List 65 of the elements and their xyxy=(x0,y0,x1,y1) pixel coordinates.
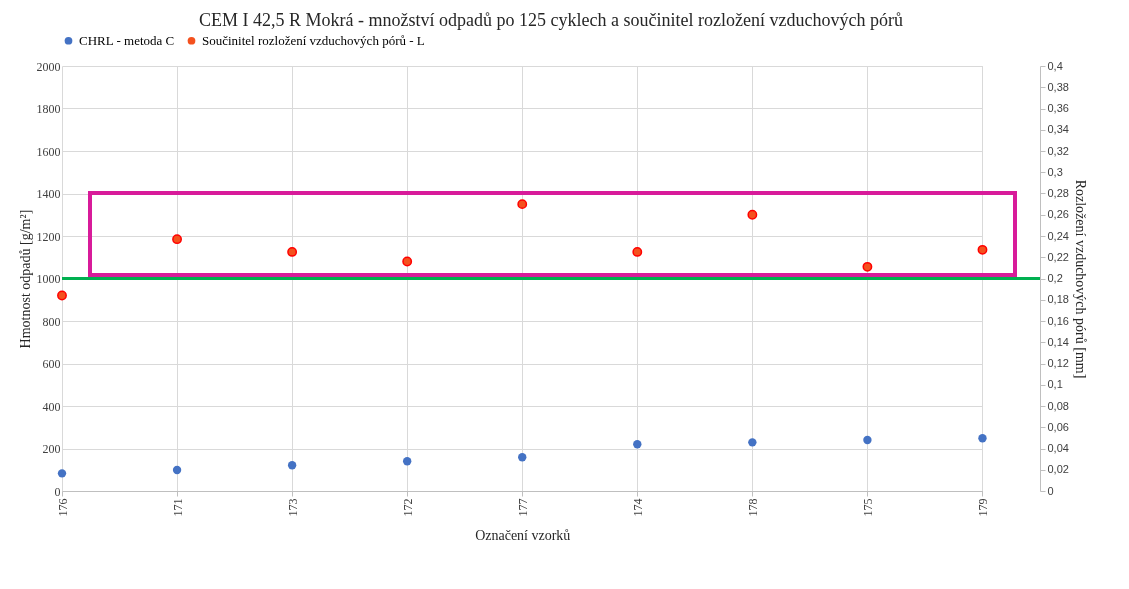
point xyxy=(977,244,988,255)
y2-tick-label: 0,34 xyxy=(1047,123,1069,136)
x-tick-label: 173 xyxy=(285,498,300,517)
point xyxy=(747,209,758,220)
y2-tick-label: 0,3 xyxy=(1047,165,1063,178)
y2-tick-label: 0,22 xyxy=(1047,250,1069,263)
y2-tick-label: 0,4 xyxy=(1047,59,1063,72)
y2-tick-label: 0,14 xyxy=(1047,335,1069,348)
legend-label: Součinitel rozložení vzduchových pórů - L xyxy=(202,32,425,48)
x-tick-label: 171 xyxy=(170,498,185,517)
y2-tick-label: 0,06 xyxy=(1047,420,1069,433)
y2-tick-label: 0,18 xyxy=(1047,293,1069,306)
point xyxy=(402,256,413,267)
point xyxy=(748,438,757,447)
y-tick-label: 0 xyxy=(54,484,61,499)
y-tick-label: 400 xyxy=(42,399,61,414)
y-axis-title: Hmotnost odpadů [g/m²] xyxy=(17,209,33,349)
y2-tick-label: 0,36 xyxy=(1047,102,1069,114)
point xyxy=(172,465,182,475)
x-axis-title: Označení vzorků xyxy=(475,527,571,543)
point xyxy=(862,261,873,272)
y2-tick-label: 0,28 xyxy=(1047,187,1069,199)
y2-tick-label: 0 xyxy=(1047,484,1054,497)
y2-tick-label: 0,26 xyxy=(1047,208,1069,221)
y-tick-label: 1600 xyxy=(36,144,61,159)
point xyxy=(863,435,872,445)
point xyxy=(172,234,182,245)
point xyxy=(287,247,298,257)
x-tick-label: 172 xyxy=(400,498,415,517)
point xyxy=(287,461,297,470)
y-tick-label: 800 xyxy=(42,314,61,329)
x-tick-label: 179 xyxy=(975,498,990,517)
y-tick-label: 1000 xyxy=(36,272,61,286)
point xyxy=(402,457,412,466)
x-tick-label: 176 xyxy=(55,498,70,517)
point xyxy=(518,453,527,462)
point xyxy=(517,199,528,210)
point xyxy=(57,469,67,478)
x-tick-label: 175 xyxy=(860,498,875,517)
y-tick-label: 1200 xyxy=(36,229,61,244)
point xyxy=(57,290,67,301)
point xyxy=(978,434,987,443)
y-tick-label: 1800 xyxy=(36,102,61,116)
y2-axis-title: Rozložení vzduchových pórů [mm] xyxy=(1072,179,1088,379)
y2-tick-label: 0,32 xyxy=(1047,144,1069,157)
y2-tick-label: 0,16 xyxy=(1047,314,1069,327)
y-tick-label: 2000 xyxy=(36,59,61,74)
y2-tick-label: 0,04 xyxy=(1047,442,1069,454)
y-tick-label: 200 xyxy=(42,442,61,456)
y2-tick-label: 0,12 xyxy=(1047,357,1069,369)
y2-tick-label: 0,2 xyxy=(1047,272,1063,284)
legend-label: CHRL - metoda C xyxy=(79,32,175,48)
x-tick-label: 174 xyxy=(630,498,645,517)
x-tick-label: 177 xyxy=(515,498,530,517)
x-tick-label: 178 xyxy=(745,498,760,517)
y2-tick-label: 0,24 xyxy=(1047,229,1069,242)
y2-tick-label: 0,02 xyxy=(1047,463,1069,476)
y2-tick-label: 0,38 xyxy=(1047,80,1069,93)
point xyxy=(633,440,642,449)
point xyxy=(632,247,643,257)
y-tick-label: 1400 xyxy=(36,187,61,201)
y2-tick-label: 0,1 xyxy=(1047,378,1063,391)
y2-tick-label: 0,08 xyxy=(1047,399,1069,412)
chart-title: CEM I 42,5 R Mokrá - množství odpadů po 125 cyklech a součinitel rozložení vzduchových pórů xyxy=(199,10,903,30)
y-tick-label: 600 xyxy=(42,357,61,371)
